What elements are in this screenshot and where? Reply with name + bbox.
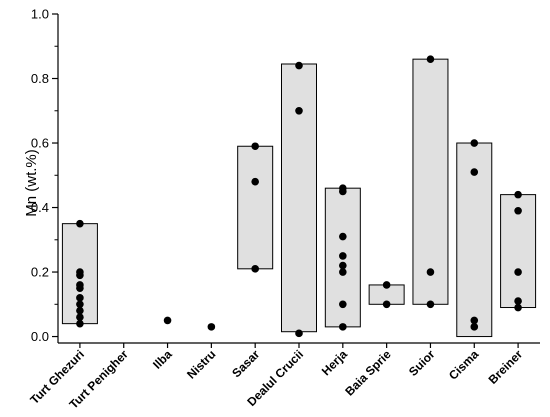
x-tick-label: Herja [319,347,350,378]
data-point [76,319,84,328]
data-point [295,61,303,70]
y-tick-label: 0.4 [31,200,49,215]
data-point [470,139,479,147]
data-point [470,168,479,176]
data-point [426,268,435,276]
x-tick-label: Baia Sprie [342,347,394,399]
data-point [339,252,347,260]
data-point [339,232,347,241]
data-point [76,294,84,302]
box-5 [281,63,317,333]
data-point [76,219,84,228]
x-tick-label: Sasar [229,347,262,380]
data-point [339,300,347,309]
y-tick-label: 0.8 [31,71,49,86]
data-point [251,265,259,273]
y-tick-label: 1.0 [31,7,49,22]
data-point [339,261,347,270]
data-point [339,323,347,331]
x-tick-label: Breiner [486,347,526,387]
box-layer [61,58,537,338]
y-axis-title: Mn (wt.%) [23,149,40,217]
data-point [163,316,172,325]
data-point [251,142,259,151]
x-tick-label: Nistru [184,347,218,381]
data-point [470,316,479,325]
data-point [76,306,84,315]
data-point [76,300,84,309]
y-tick-label: 0.2 [31,265,49,280]
box-4 [237,145,274,270]
x-tick-label: Suior [406,347,438,379]
y-tick-label: 0.6 [31,136,49,151]
point-layer [76,55,522,338]
data-point [76,313,84,321]
x-tick-label: Cisma [446,347,482,383]
data-point [382,281,391,289]
data-point [339,187,347,196]
data-point [76,284,84,292]
x-tick-label: Ilba [150,347,175,372]
data-point [207,323,216,331]
data-point [514,297,522,305]
data-point [76,271,84,280]
axes-layer [52,13,540,348]
data-point [382,300,391,309]
box-8 [412,58,449,305]
data-point [251,177,259,186]
data-point [514,268,522,276]
data-point [426,55,435,63]
data-point [295,106,303,115]
data-point [514,303,522,312]
y-tick-label: 0.0 [31,329,49,344]
data-point [470,323,479,331]
data-point [514,190,522,199]
data-point [426,300,435,309]
data-point [514,206,522,215]
data-point [339,268,347,276]
data-point [295,329,303,338]
